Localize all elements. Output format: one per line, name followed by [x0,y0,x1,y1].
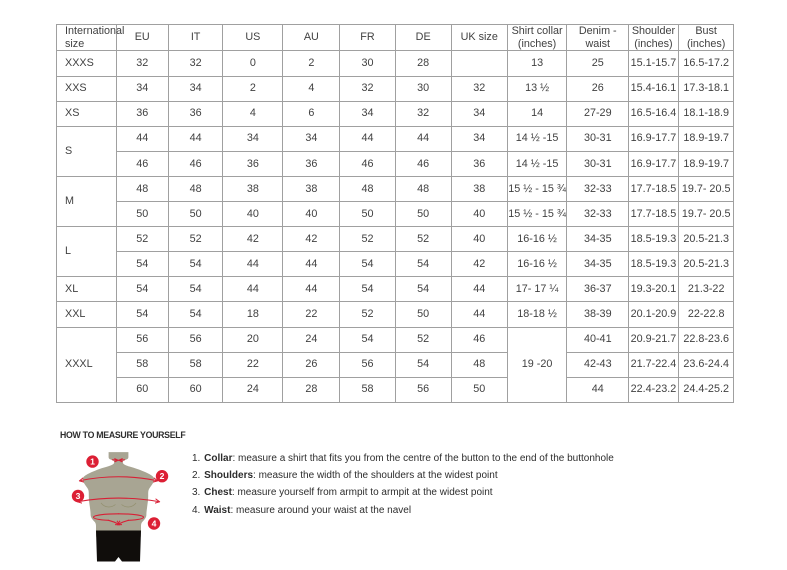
svg-text:4: 4 [152,518,157,528]
svg-text:1: 1 [90,457,95,467]
svg-text:2: 2 [160,471,165,481]
svg-text:3: 3 [76,491,81,501]
